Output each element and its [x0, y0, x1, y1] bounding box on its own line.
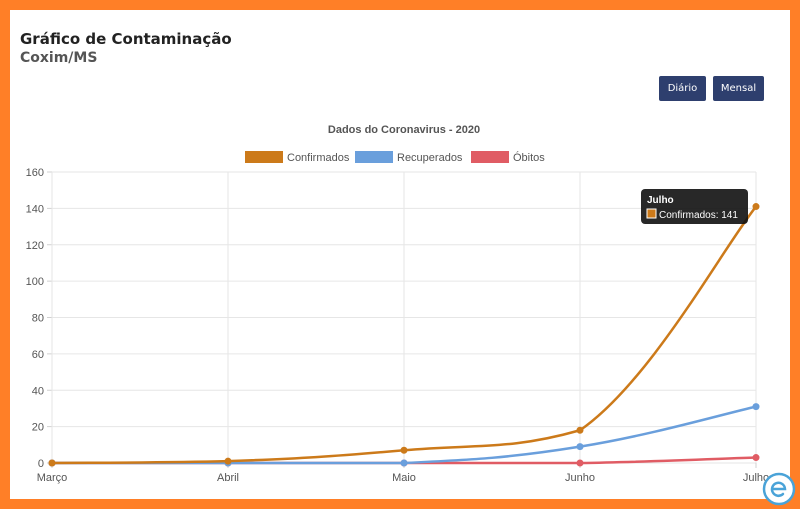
x-tick-label: Maio: [392, 472, 416, 484]
y-tick-label: 60: [32, 349, 44, 361]
e-logo-icon: [762, 472, 796, 506]
tooltip-text: Confirmados: 141: [659, 210, 738, 221]
legend-label: Recuperados: [397, 152, 463, 164]
data-point[interactable]: [400, 459, 408, 467]
daily-button[interactable]: Diário: [659, 76, 706, 101]
data-point[interactable]: [576, 443, 584, 451]
data-point[interactable]: [400, 446, 408, 454]
legend-swatch[interactable]: [355, 151, 393, 163]
legend-label: Óbitos: [513, 151, 545, 164]
y-tick-label: 140: [26, 203, 44, 215]
y-tick-label: 100: [26, 276, 44, 288]
x-tick-label: Junho: [565, 472, 595, 484]
data-point[interactable]: [752, 203, 760, 211]
tooltip-box: [641, 189, 748, 224]
y-tick-label: 80: [32, 313, 44, 325]
x-tick-label: Abril: [217, 472, 239, 484]
data-point[interactable]: [576, 459, 584, 467]
y-tick-label: 160: [26, 167, 44, 179]
data-point[interactable]: [752, 454, 760, 462]
data-point[interactable]: [48, 459, 56, 467]
x-tick-label: Março: [37, 472, 68, 484]
monthly-button[interactable]: Mensal: [713, 76, 764, 101]
y-tick-label: 0: [38, 458, 44, 470]
line-chart: Dados do Coronavirus - 2020 Confirmados Re…: [26, 124, 770, 484]
legend-swatch[interactable]: [471, 151, 509, 163]
y-tick-label: 40: [32, 385, 44, 397]
data-point[interactable]: [752, 403, 760, 411]
y-tick-label: 120: [26, 240, 44, 252]
x-tick-label: Julho: [743, 472, 769, 484]
data-point[interactable]: [576, 426, 584, 434]
page-subtitle: Coxim/MS: [20, 50, 98, 66]
chart-title: Dados do Coronavirus - 2020: [328, 124, 480, 136]
y-tick-label: 20: [32, 422, 44, 434]
tooltip-title: Julho: [647, 195, 674, 206]
tooltip-swatch: [646, 208, 657, 219]
data-point[interactable]: [224, 457, 232, 465]
chart-card: Gráfico de Contaminação Coxim/MS Diário …: [10, 10, 796, 506]
legend-label: Confirmados: [287, 152, 350, 164]
legend-swatch[interactable]: [245, 151, 283, 163]
series-line-0: [51, 205, 757, 465]
page-title: Gráfico de Contaminação: [20, 30, 232, 48]
